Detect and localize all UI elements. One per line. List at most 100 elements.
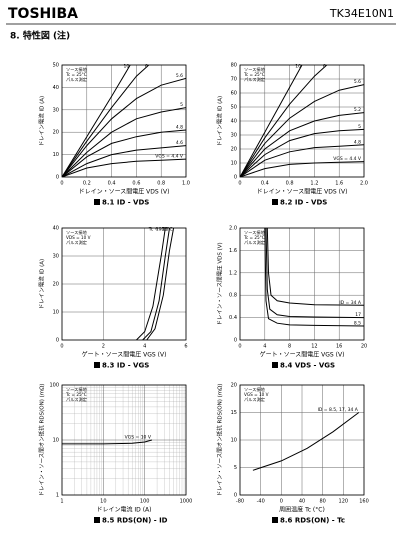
curve-label: 17 [355,312,361,318]
y-axis-label: ドレイン電流 ID (A) [38,96,46,146]
x-tick-label: 16 [336,344,342,350]
curve-label: 25 [163,227,169,233]
curve [136,228,166,340]
curve [240,128,364,177]
note: パルス測定 [244,76,265,83]
x-tick-label: 100 [140,499,150,505]
curve-label: VGS = 10 V [125,435,152,441]
figure-icon [272,199,278,205]
curve [62,107,186,177]
curve [240,112,364,177]
y-tick-label: 20 [231,383,237,389]
y-axis-label: ドレイン電流 ID (A) [216,96,224,146]
x-tick-label: 1.2 [310,181,318,187]
curve [252,412,360,471]
y-tick-label: 10 [53,152,59,158]
curve [240,65,303,177]
note: Tc = 25°C [65,392,87,397]
x-tick-label: 0 [60,344,63,350]
curve-label: ID = 34 A [339,300,362,306]
curve [142,228,170,340]
x-axis-label: ゲート・ソース間電圧 VGS (V) [82,351,167,359]
section-title: 8. 特性図 (注) [10,30,70,42]
curve [62,65,150,177]
x-tick-label: 120 [339,499,349,505]
y-tick-label: 50 [53,63,59,69]
y-tick-label: 60 [231,91,237,97]
x-axis-label: ゲート・ソース間電圧 VGS (V) [260,351,345,359]
curve-label: 5.2 [354,107,361,113]
brand: TOSHIBA [8,6,78,22]
note: VGS = 10 V [244,392,269,397]
x-tick-label: 1.6 [335,181,343,187]
x-tick-label: 6 [184,344,187,350]
curve [62,77,186,177]
x-tick-label: 1.0 [182,181,190,187]
x-tick-label: 0.6 [132,181,140,187]
curve-label: 5.6 [176,73,183,79]
x-tick-label: 2.0 [360,181,368,187]
curve-label: 5.6 [354,79,361,85]
y-tick-label: 0.8 [229,293,237,299]
caption: 8.4 VDS - VGS [280,362,335,370]
y-tick-label: 10 [53,310,59,316]
y-tick-label: 20 [231,147,237,153]
y-tick-label: 1.6 [229,248,237,254]
x-tick-label: 10 [100,499,106,505]
y-axis-label: ドレイン・ソース間オン抵抗 RDS(ON) (mΩ) [38,384,46,497]
y-tick-label: 10 [231,161,237,167]
x-axis-label: ドレイン・ソース間電圧 VDS (V) [79,189,170,196]
curve-label: 6 [145,64,148,70]
curve [240,144,364,177]
x-tick-label: 1 [60,499,63,505]
y-tick-label: 30 [53,107,59,113]
y-tick-label: 30 [231,133,237,139]
x-tick-label: 0.4 [108,181,116,187]
curve [240,161,364,177]
y-tick-label: 10 [231,438,237,444]
curve [240,65,328,177]
note: ソース接地 [66,229,88,236]
figure-icon [94,199,100,205]
y-tick-label: 30 [53,254,59,260]
curve-label: 6 [323,64,326,70]
note: Tc = 25°C [65,72,87,77]
x-tick-label: 1000 [180,499,193,505]
y-tick-label: 40 [53,85,59,91]
y-tick-label: 0 [234,338,237,344]
y-tick-label: 80 [231,63,237,69]
x-axis-label: ドレイン電流 ID (A) [97,506,152,514]
caption: 8.1 ID - VDS [102,199,149,207]
x-tick-label: -80 [236,499,244,505]
x-tick-label: 0 [280,499,283,505]
figure-icon [94,517,100,523]
note: パルス測定 [66,396,87,403]
x-tick-label: 80 [319,499,325,505]
y-tick-label: 1.2 [229,270,237,276]
caption: 8.6 RDS(ON) - Tc [280,517,345,525]
note: パルス測定 [66,239,87,246]
plot-frame [61,227,187,341]
curve-label: 5 [358,124,361,130]
note: パルス測定 [66,76,87,83]
curve [62,65,131,177]
x-tick-label: 4 [263,344,266,350]
y-tick-label: 10 [53,438,59,444]
note: パルス測定 [244,239,265,246]
y-tick-label: 0 [56,338,59,344]
x-tick-label: 160 [359,499,369,505]
note: Tc = 25°C [243,235,265,240]
y-tick-label: 20 [53,130,59,136]
curve-label: 100 [156,227,165,233]
curve [240,84,364,177]
y-tick-label: 0 [234,493,237,499]
x-tick-label: -40 [257,499,265,505]
x-tick-label: 0 [238,344,241,350]
figure-icon [272,362,278,368]
y-axis-label: ドレイン・ソース間オン抵抗 RDS(ON) (mΩ) [216,384,224,497]
x-tick-label: 8 [288,344,291,350]
note: VDS = 10 V [66,235,91,240]
curve-label: 4.8 [354,139,361,145]
y-tick-label: 15 [231,410,237,416]
